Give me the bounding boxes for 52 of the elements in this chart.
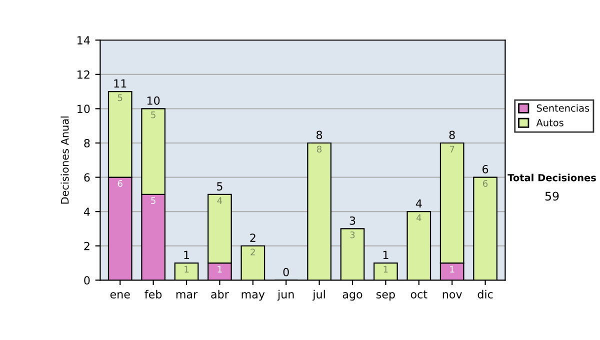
x-tick-label: oct (410, 290, 428, 298)
data-label: 4 (217, 197, 222, 204)
x-tick-label: ene (110, 292, 130, 298)
y-tick-label: 4 (84, 208, 90, 216)
total-label: 1 (184, 250, 190, 259)
y-tick-label: 8 (84, 138, 90, 148)
x-tick-label: mar (176, 292, 198, 298)
data-label: 5 (151, 197, 156, 204)
total-label: 11 (114, 79, 126, 88)
total-label: 6 (482, 165, 488, 174)
y-tick-label: 2 (84, 242, 90, 250)
y-tick-label: 12 (78, 70, 90, 79)
legend-label: Autos (536, 119, 564, 126)
y-tick-label: 14 (78, 36, 90, 44)
data-label: 5 (118, 94, 122, 102)
y-tick-label: 0 (84, 276, 90, 285)
x-tick-label: may (242, 292, 265, 301)
total-label: 5 (217, 182, 222, 191)
data-label: 1 (384, 266, 388, 272)
legend-label: Sentencias (536, 104, 590, 112)
total-label: 4 (416, 199, 422, 208)
total-label: 3 (350, 216, 356, 225)
data-label: 1 (450, 266, 454, 272)
x-tick-label: jun (277, 290, 294, 301)
x-tick-label: dic (478, 290, 493, 298)
x-tick-label: abr (211, 290, 229, 298)
total-label: 0 (283, 268, 289, 276)
y-tick-label: 10 (78, 104, 90, 114)
total-label: 10 (147, 96, 160, 105)
x-tick-label: sep (376, 292, 395, 301)
x-tick-label: ago (342, 292, 362, 301)
data-label: 1 (184, 266, 189, 272)
data-label: 6 (118, 180, 122, 187)
total-label: 2 (250, 234, 256, 242)
data-label: 6 (483, 180, 488, 187)
y-axis-title: Decisiones Anual (60, 116, 69, 204)
data-label: 3 (350, 231, 355, 238)
total-label: 8 (316, 130, 322, 140)
data-label: 7 (450, 146, 454, 152)
x-tick-label: nov (442, 292, 462, 298)
y-tick-label: 6 (84, 173, 90, 182)
text: 59 (545, 192, 559, 201)
data-label: 1 (218, 266, 222, 272)
text: Total Decisiones (508, 174, 596, 182)
data-label: 5 (151, 112, 156, 118)
x-tick-label: jul (312, 290, 325, 301)
total-label: 8 (449, 130, 455, 140)
data-label: 2 (250, 248, 255, 256)
x-tick-label: feb (144, 290, 162, 298)
data-label: 8 (317, 146, 322, 153)
data-label: 4 (416, 214, 422, 222)
total-label: 1 (383, 250, 388, 259)
